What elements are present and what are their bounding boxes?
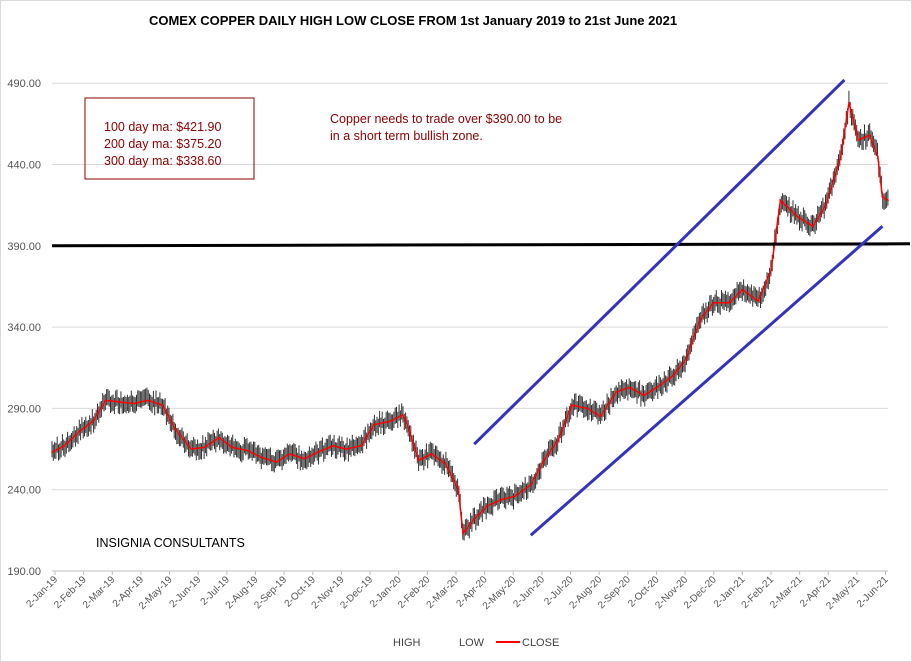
- close-point: [401, 414, 404, 416]
- close-point: [51, 451, 53, 454]
- close-point: [857, 139, 860, 141]
- close-point: [161, 404, 164, 406]
- close-point: [599, 415, 602, 418]
- close-point: [628, 386, 630, 389]
- close-point: [586, 407, 589, 410]
- close-point: [444, 462, 447, 465]
- close-point: [174, 428, 177, 431]
- close-point: [203, 446, 205, 449]
- close-point: [770, 269, 772, 271]
- close-point: [316, 451, 319, 454]
- close-point: [259, 456, 262, 458]
- close-point: [345, 448, 347, 450]
- close-point: [275, 461, 278, 463]
- reference-lines: [51, 78, 911, 537]
- close-point: [615, 391, 617, 393]
- y-tick-label: 340.00: [7, 322, 41, 334]
- close-point: [332, 444, 334, 447]
- close-point: [812, 225, 814, 228]
- y-tick-label: 490.00: [7, 78, 41, 90]
- close-point: [231, 446, 233, 449]
- close-point: [288, 453, 291, 455]
- close-point: [557, 438, 560, 441]
- close-point: [146, 399, 149, 402]
- close-point: [514, 495, 516, 498]
- close-point: [457, 488, 460, 491]
- close-point: [118, 401, 120, 403]
- close-point: [887, 199, 889, 202]
- close-point: [501, 498, 503, 501]
- close-point: [839, 155, 842, 158]
- close-point: [868, 134, 871, 137]
- legend: HIGH LOW CLOSE: [393, 637, 559, 649]
- y-tick-label: 390.00: [7, 241, 41, 253]
- close-point: [671, 375, 674, 377]
- close-point: [728, 301, 731, 304]
- legend-low: LOW: [459, 637, 485, 649]
- close-point: [473, 518, 475, 520]
- close-point: [430, 453, 433, 455]
- close-point: [643, 394, 645, 397]
- ma-box: [84, 97, 255, 180]
- close-point: [303, 458, 306, 460]
- close-point: [462, 532, 464, 535]
- y-tick-label: 240.00: [7, 485, 41, 497]
- close-point: [741, 288, 744, 291]
- trend-channel-line: [529, 225, 884, 537]
- ma-200-label: 200 day ma: $375.20: [104, 137, 221, 151]
- note-line-1: Copper needs to trade over $390.00 to be: [330, 112, 562, 126]
- close-point: [190, 448, 192, 450]
- close-point: [699, 318, 702, 320]
- support-line-390: [51, 242, 911, 248]
- close-point: [63, 444, 65, 447]
- close-point: [712, 301, 715, 304]
- y-tick-label: 290.00: [7, 403, 41, 415]
- close-point: [881, 196, 884, 198]
- close-point: [848, 101, 850, 104]
- close-point: [542, 459, 545, 462]
- series: [51, 101, 889, 536]
- close-point: [373, 423, 375, 426]
- close-point: [825, 204, 827, 206]
- close-point: [218, 436, 220, 439]
- close-point: [684, 358, 687, 361]
- close-point: [246, 449, 249, 452]
- ma-300-label: 300 day ma: $338.60: [104, 154, 221, 168]
- legend-high: HIGH: [393, 637, 421, 649]
- close-point: [876, 155, 879, 158]
- close-point: [656, 386, 658, 389]
- y-tick-label: 190.00: [7, 566, 41, 578]
- ma-100-label: 100 day ma: $421.90: [104, 120, 221, 134]
- close-point: [486, 505, 488, 507]
- credit-label: INSIGNIA CONSULTANTS: [96, 536, 245, 550]
- close-point: [779, 199, 782, 202]
- close-point: [79, 430, 81, 432]
- close-point: [757, 300, 759, 302]
- close-point: [529, 484, 532, 486]
- close-point: [570, 404, 573, 406]
- close-point: [360, 444, 362, 447]
- close-point: [406, 423, 409, 426]
- close-point: [796, 215, 798, 218]
- note-line-2: in a short term bullish zone.: [330, 129, 483, 143]
- close-point: [92, 420, 94, 423]
- y-axis: 190.00 240.00 290.00 340.00 390.00 440.00 490.…: [7, 78, 41, 578]
- close-point: [417, 459, 420, 462]
- legend-close: CLOSE: [522, 637, 559, 649]
- close-point: [388, 420, 391, 423]
- close-point: [133, 402, 136, 405]
- y-tick-label: 440.00: [7, 160, 41, 172]
- trend-channel-line: [473, 78, 846, 446]
- close-point: [105, 399, 107, 402]
- chart-title: COMEX COPPER DAILY HIGH LOW CLOSE FROM 1…: [149, 13, 677, 28]
